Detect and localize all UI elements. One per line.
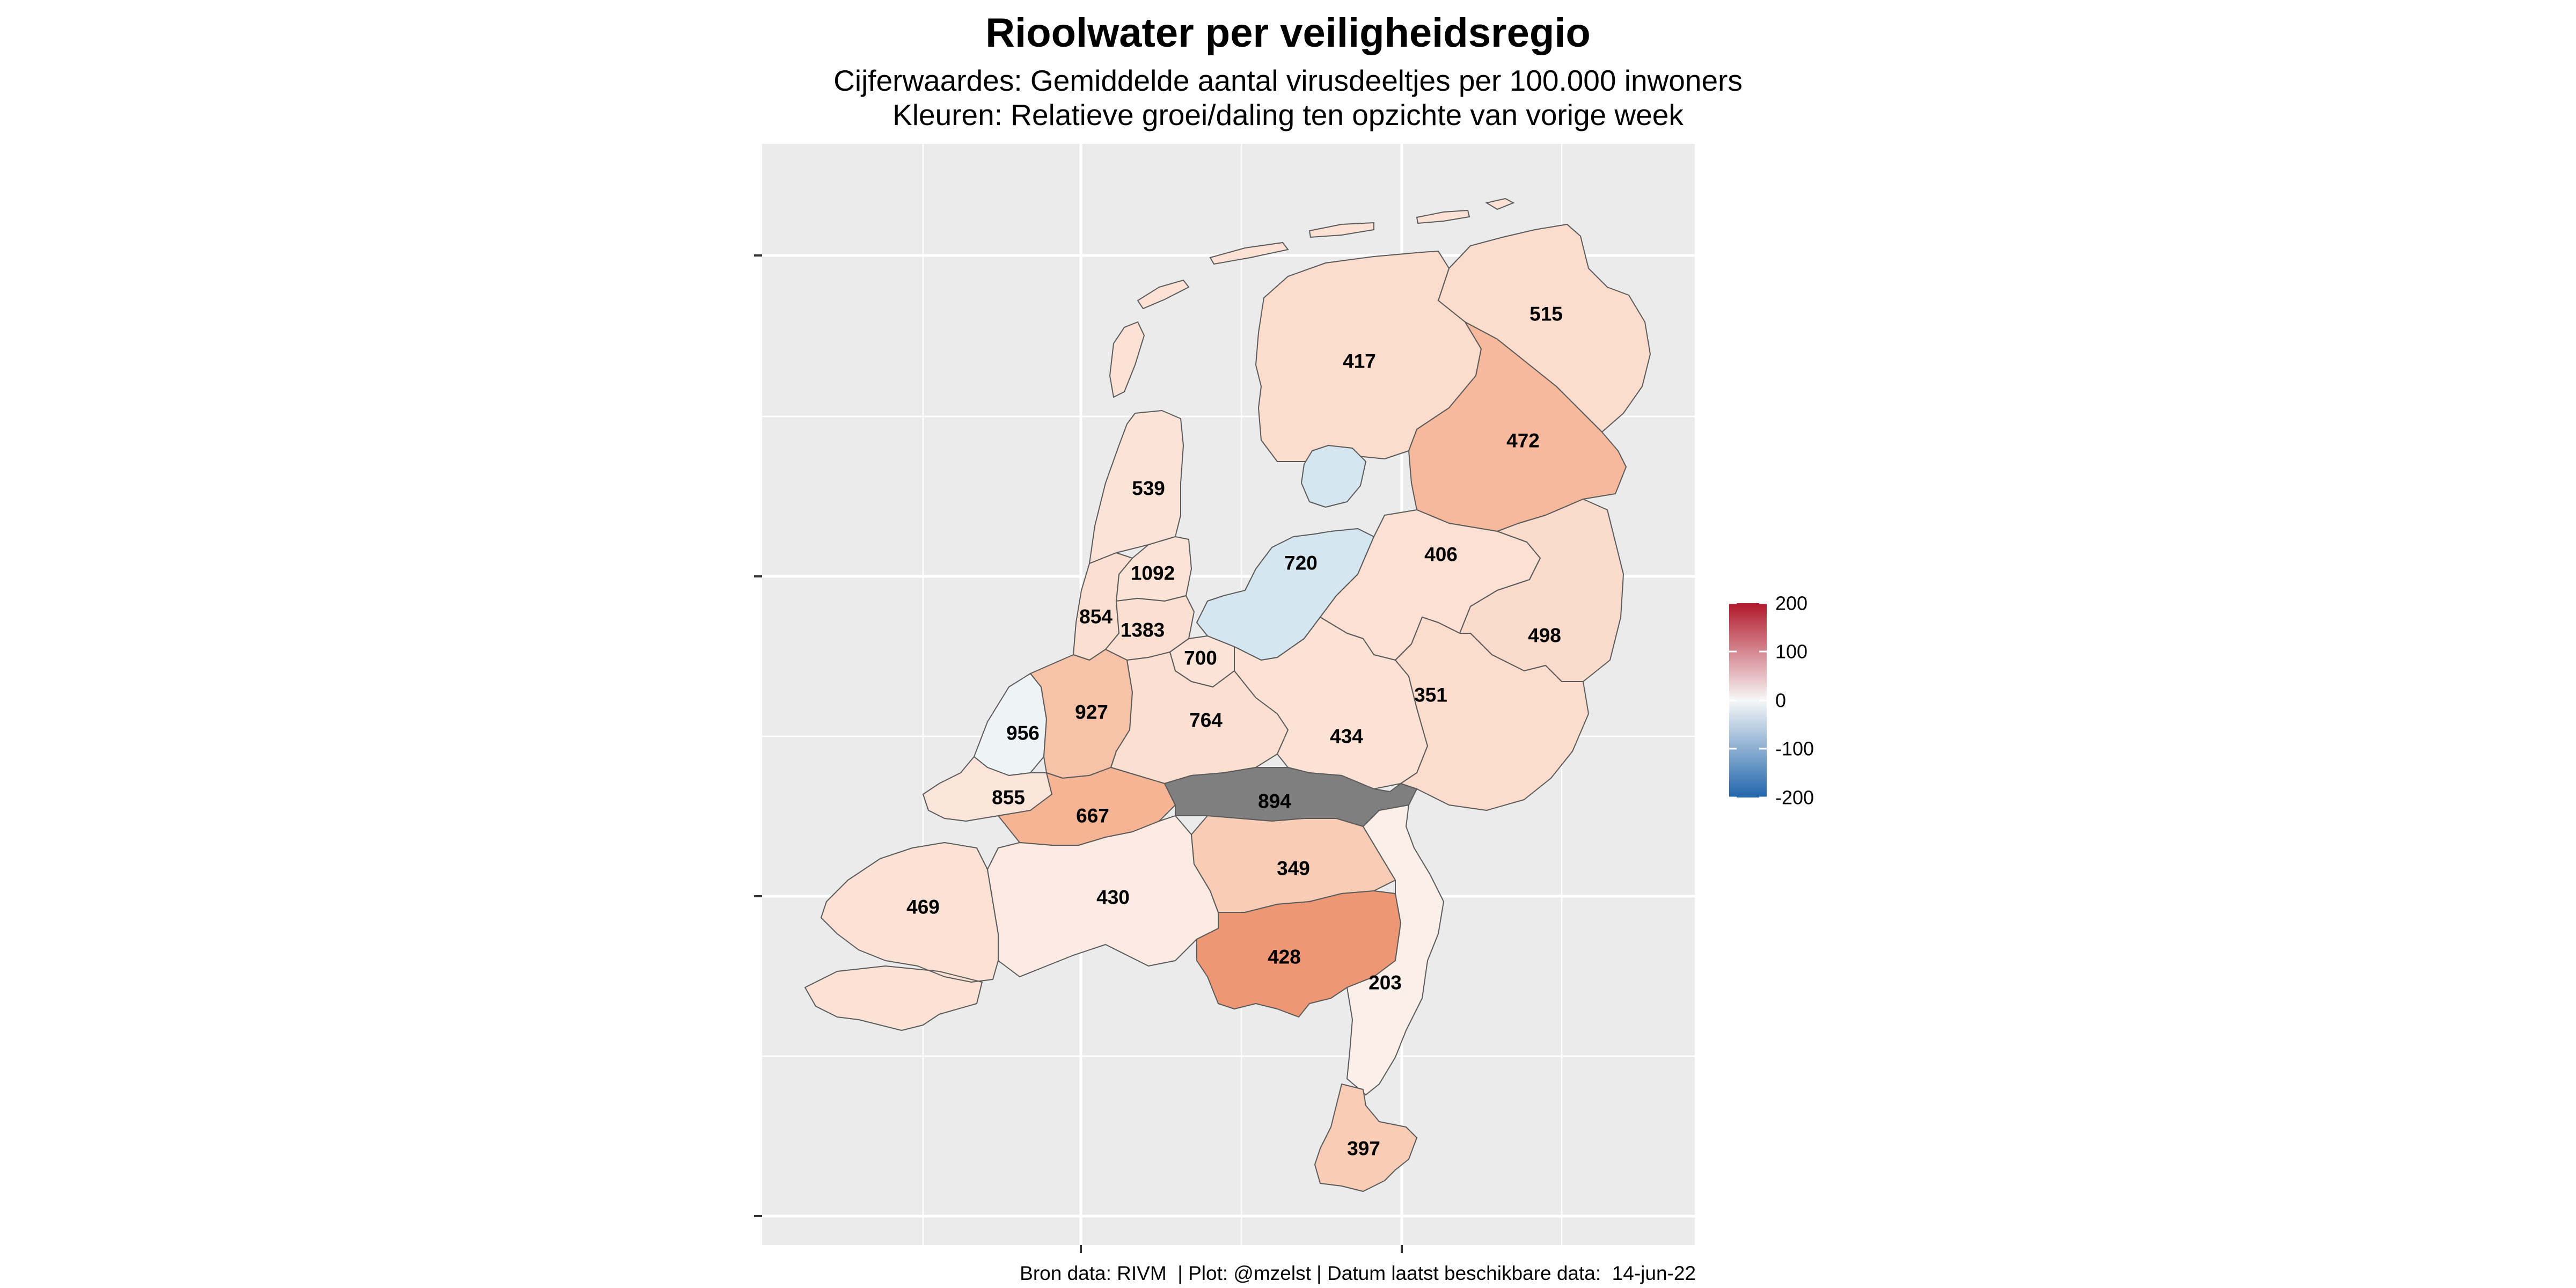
subtitle-colors: Kleuren: Relatieve groei/daling ten opzi… xyxy=(892,98,1684,131)
source-caption: Bron data: RIVM | Plot: @mzelst | Datum … xyxy=(1020,1262,1696,1284)
region-label-noord-en-oost-gelderland: 351 xyxy=(1414,684,1447,706)
legend-tick-label: -100 xyxy=(1775,738,1814,760)
legend-tick-label: 0 xyxy=(1775,690,1786,712)
legend-tick-marks xyxy=(1729,602,1767,799)
region-label-utrecht: 764 xyxy=(1189,709,1223,731)
region-brabant-noord[interactable] xyxy=(1191,815,1396,913)
wadden-islands xyxy=(1109,197,1515,398)
region-label-kennemerland: 854 xyxy=(1079,606,1113,628)
region-label-limburg-zuid: 397 xyxy=(1347,1138,1380,1160)
island-schiermonnikoog xyxy=(1416,209,1470,224)
region-label-groningen: 515 xyxy=(1529,303,1563,325)
legend-tick-label: 100 xyxy=(1775,641,1807,663)
legend-tick-label: -200 xyxy=(1775,787,1814,809)
region-labels: 515 417 472 539 1092 854 1383 720 406 49… xyxy=(906,303,1563,1160)
region-label-gooi-vechtstreek: 700 xyxy=(1184,647,1217,669)
region-label-flevoland: 720 xyxy=(1284,552,1318,574)
region-limburg-zuid[interactable] xyxy=(1314,1084,1417,1192)
region-label-zaanstreek-waterland: 1092 xyxy=(1131,562,1175,584)
region-label-rotterdam-rijnmond: 855 xyxy=(992,787,1025,809)
region-label-zeeland: 469 xyxy=(906,896,940,918)
region-label-noord-holland-noord: 539 xyxy=(1132,478,1165,500)
region-label-midden-en-west-brabant: 430 xyxy=(1096,887,1130,909)
region-label-twente: 498 xyxy=(1528,625,1561,647)
region-noord-en-oost-gelderland[interactable] xyxy=(1395,617,1589,811)
region-label-hollands-midden: 927 xyxy=(1075,701,1108,723)
island-ameland xyxy=(1308,222,1374,238)
region-label-zuid-holland-zuid: 667 xyxy=(1076,805,1109,827)
island-rottumeroog xyxy=(1485,197,1515,210)
region-limburg-noord[interactable] xyxy=(1346,804,1444,1095)
axis-ticks xyxy=(754,254,1403,1253)
subtitle-values: Cijferwaardes: Gemiddelde aantal virusde… xyxy=(833,64,1743,97)
region-label-ijsselland: 406 xyxy=(1424,544,1458,566)
region-label-brabant-zuidoost: 428 xyxy=(1268,946,1301,968)
region-label-brabant-noord: 349 xyxy=(1277,858,1310,880)
region-label-gelderland-midden: 434 xyxy=(1330,726,1363,748)
island-vlieland xyxy=(1137,279,1190,310)
chart-title: Rioolwater per veiligheidsregio xyxy=(985,10,1591,56)
island-terschelling xyxy=(1209,241,1289,265)
region-label-haaglanden: 956 xyxy=(1006,722,1040,744)
region-label-friesland: 417 xyxy=(1343,350,1376,372)
region-label-amsterdam-amstelland: 1383 xyxy=(1121,619,1165,641)
color-legend: 200 100 0 -100 -200 xyxy=(1729,592,1814,809)
region-layer xyxy=(804,224,1651,1192)
region-brabant-zuidoost[interactable] xyxy=(1196,890,1401,1018)
island-texel xyxy=(1109,321,1145,398)
region-label-limburg-noord: 203 xyxy=(1368,972,1402,994)
region-label-gelderland-zuid: 894 xyxy=(1258,791,1291,813)
legend-tick-label: 200 xyxy=(1775,592,1807,614)
region-label-drenthe: 472 xyxy=(1506,430,1540,452)
